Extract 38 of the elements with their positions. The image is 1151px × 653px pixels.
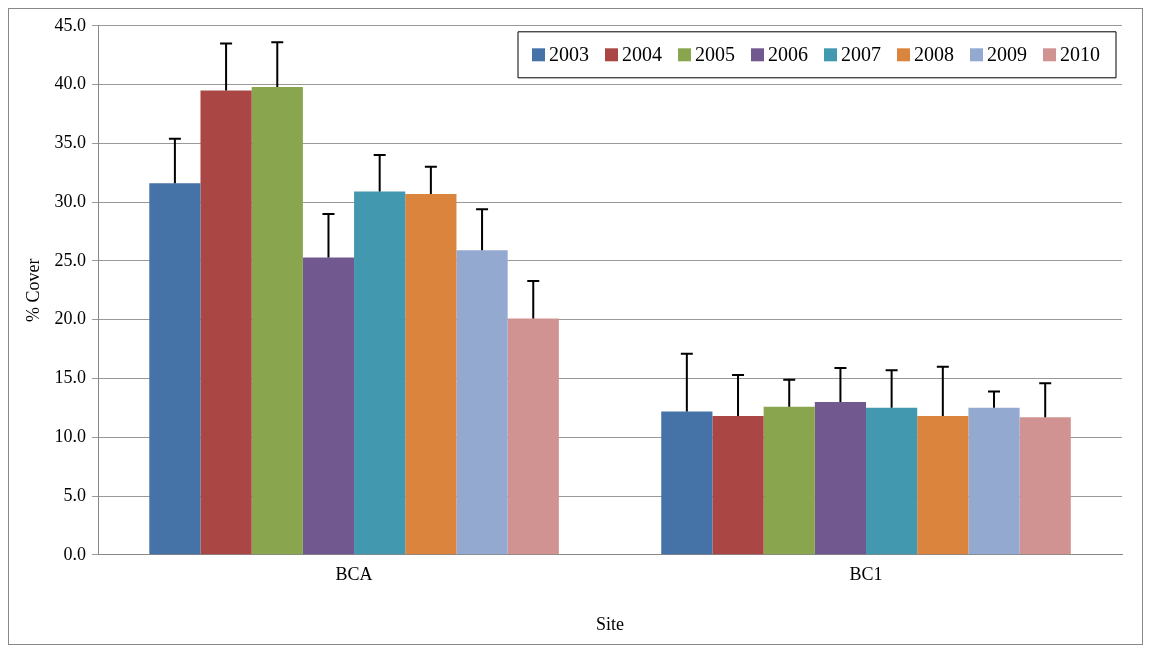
bar — [866, 407, 918, 555]
legend-label: 2005 — [695, 43, 735, 66]
bar — [200, 90, 252, 555]
bar — [661, 411, 713, 555]
bar — [814, 401, 867, 555]
bar — [917, 416, 969, 555]
bar — [354, 191, 406, 555]
y-tick-label: 25.0 — [54, 249, 87, 270]
bar — [149, 183, 201, 555]
x-tick-label: BCA — [335, 564, 373, 585]
y-tick-label: 45.0 — [54, 14, 87, 35]
y-tick-label: 40.0 — [54, 73, 87, 94]
legend-label: 2009 — [987, 43, 1027, 66]
y-axis-title: % Cover — [22, 258, 43, 323]
bar — [763, 406, 815, 555]
legend-label: 2004 — [622, 43, 662, 66]
y-tick-label: 20.0 — [54, 308, 87, 329]
bar — [456, 250, 508, 555]
bar — [251, 86, 303, 555]
x-axis-title: Site — [596, 613, 625, 634]
y-tick-label: 5.0 — [63, 484, 87, 505]
bar — [507, 318, 559, 555]
legend-label: 2008 — [914, 43, 954, 66]
y-tick-label: 30.0 — [54, 190, 87, 211]
bar — [1019, 417, 1071, 555]
bar — [712, 416, 764, 555]
legend-label: 2006 — [768, 43, 808, 66]
y-tick-label: 15.0 — [54, 367, 87, 388]
legend-label: 2007 — [841, 43, 881, 66]
y-tick-label: 0.0 — [63, 543, 87, 564]
legend-label: 2010 — [1060, 43, 1100, 66]
bar — [302, 257, 355, 555]
bar — [968, 407, 1020, 555]
x-tick-label: BC1 — [849, 564, 883, 585]
y-tick-label: 35.0 — [54, 132, 87, 153]
legend-label: 2003 — [549, 43, 589, 66]
bar — [405, 193, 457, 555]
y-tick-label: 10.0 — [54, 425, 87, 446]
